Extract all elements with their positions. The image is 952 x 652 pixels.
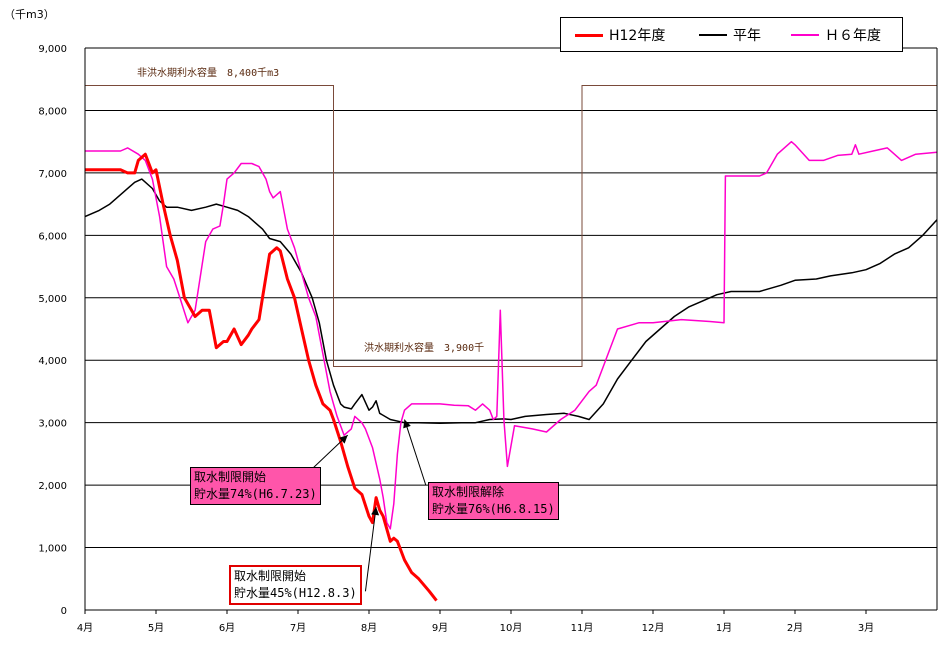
x-tick-label: 11月 <box>571 622 594 634</box>
capacity-reference-line <box>85 85 937 367</box>
legend-swatch-h6 <box>791 34 819 36</box>
y-tick-label: 3,000 <box>38 419 67 430</box>
callout-h12-start-line1: 取水制限開始 <box>234 569 307 583</box>
annotation-flood-capacity: 洪水期利水容量 3,900千 <box>364 341 484 354</box>
series-line-average <box>84 178 938 425</box>
axes <box>84 48 938 614</box>
y-tick-label: 6,000 <box>38 231 67 242</box>
y-axis-unit-label: （千m3） <box>4 8 55 21</box>
arrow-h6-end <box>404 419 427 486</box>
x-tick-label: 7月 <box>290 622 306 634</box>
x-tick-labels: 4月 5月 6月 7月 8月 9月 10月 11月 12月 1月 2月 3月 <box>77 622 874 634</box>
x-tick-label: 10月 <box>500 622 523 634</box>
callout-h6-restriction-end: 取水制限解除 貯水量76%(H6.8.15) <box>428 482 559 520</box>
legend-label-average: 平年 <box>733 28 761 44</box>
legend-swatch-h12 <box>575 34 603 37</box>
annotation-non-flood-capacity: 非洪水期利水容量 8,400千m3 <box>137 66 279 79</box>
callout-h6-restriction-start: 取水制限開始 貯水量74%(H6.7.23) <box>190 467 321 505</box>
series-line-h6 <box>85 140 938 530</box>
x-tick-label: 5月 <box>148 622 164 634</box>
legend-swatch-average <box>699 34 727 36</box>
arrow-h12-start <box>364 506 377 592</box>
x-tick-label: 1月 <box>716 622 732 634</box>
legend-label-h12: H12年度 <box>609 28 666 44</box>
y-tick-label: 1,000 <box>38 544 67 555</box>
series-lines <box>84 140 938 602</box>
y-tick-label: 4,000 <box>38 356 67 367</box>
x-tick-label: 6月 <box>219 622 235 634</box>
arrow-h6-end-head <box>403 419 411 429</box>
x-tick-label: 12月 <box>642 622 665 634</box>
y-tick-label: 2,000 <box>38 481 67 492</box>
callout-h6-start-line2: 貯水量74%(H6.7.23) <box>194 487 317 501</box>
x-tick-label: 4月 <box>77 622 93 634</box>
x-tick-label: 9月 <box>432 622 448 634</box>
legend-label-h6: Ｈ６年度 <box>825 28 881 44</box>
callout-h12-restriction-start: 取水制限開始 貯水量45%(H12.8.3) <box>229 565 362 605</box>
callout-h6-end-line1: 取水制限解除 <box>432 485 505 499</box>
legend: H12年度 平年 Ｈ６年度 <box>560 17 903 52</box>
arrow-h12-start-head <box>371 506 380 516</box>
capacity-line <box>85 85 937 367</box>
callout-h6-end-line2: 貯水量76%(H6.8.15) <box>432 502 555 516</box>
x-tick-label: 2月 <box>787 622 803 634</box>
y-tick-label: 9,000 <box>38 44 67 55</box>
y-tick-label: 5,000 <box>38 294 67 305</box>
callout-h12-start-line2: 貯水量45%(H12.8.3) <box>234 586 357 600</box>
callout-h6-start-line1: 取水制限開始 <box>194 470 267 484</box>
y-tick-label: 0 <box>61 606 67 617</box>
x-tick-label: 3月 <box>858 622 874 634</box>
arrow-h6-start-head <box>339 435 348 444</box>
y-tick-label: 8,000 <box>38 106 67 117</box>
y-tick-label: 7,000 <box>38 169 67 180</box>
series-line-h12 <box>85 152 438 602</box>
x-tick-label: 8月 <box>361 622 377 634</box>
y-tick-labels: 0 1,000 2,000 3,000 4,000 5,000 6,000 7,000 8,00… <box>38 44 67 617</box>
